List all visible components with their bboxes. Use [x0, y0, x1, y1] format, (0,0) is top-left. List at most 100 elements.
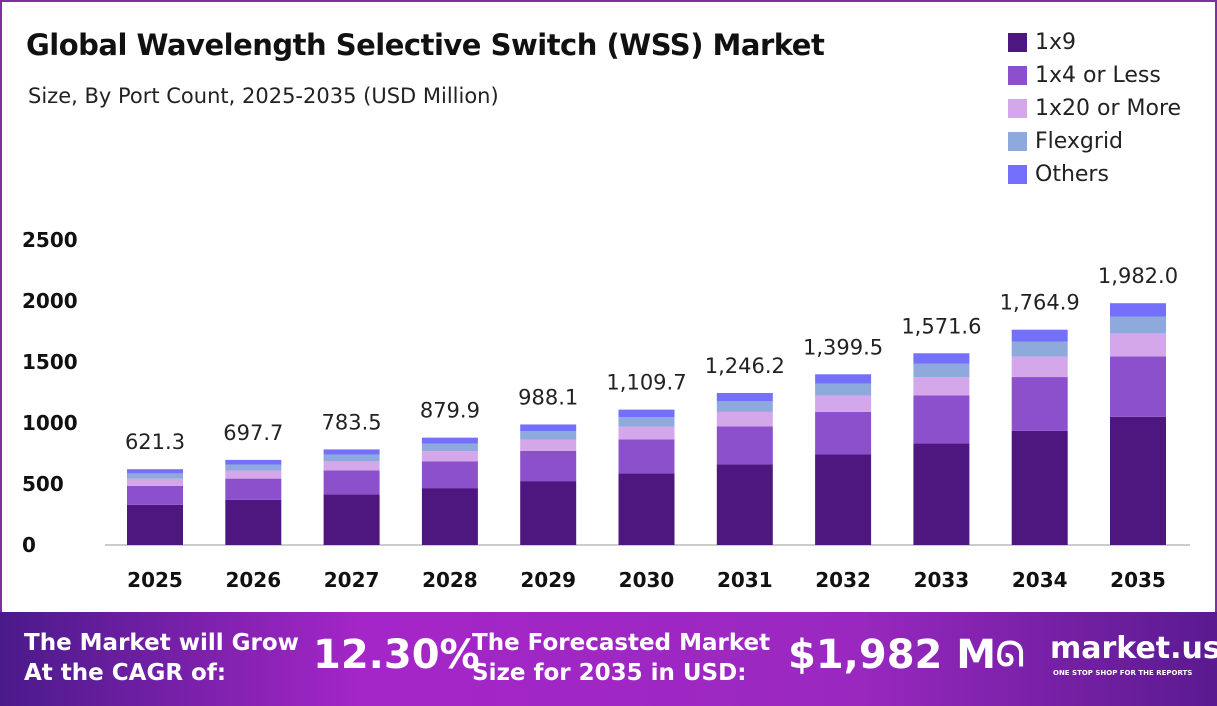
- legend-label: Others: [1035, 162, 1109, 187]
- legend-swatch: [1008, 66, 1027, 85]
- bar-segment: [815, 383, 872, 396]
- chart-subtitle: Size, By Port Count, 2025-2035 (USD Mill…: [28, 84, 499, 108]
- bar-segment: [815, 454, 872, 545]
- bar-segment: [716, 392, 773, 402]
- total-label: 879.9: [420, 399, 480, 423]
- bar-segment: [913, 353, 970, 364]
- bar-segment: [520, 424, 577, 432]
- brand-tagline: ONE STOP SHOP FOR THE REPORTS: [1053, 669, 1193, 677]
- bar-segment: [815, 374, 872, 384]
- y-tick-label: 0: [22, 533, 36, 557]
- bar-segment: [323, 449, 380, 455]
- bar-segment: [520, 450, 577, 482]
- total-label: 1,764.9: [1000, 291, 1080, 315]
- bar-segment: [127, 473, 183, 479]
- bar-segment: [225, 478, 282, 500]
- total-label: 1,571.6: [901, 314, 981, 338]
- chart-card: Global Wavelength Selective Switch (WSS)…: [0, 0, 1217, 612]
- legend-swatch: [1008, 99, 1027, 118]
- bar-segment: [716, 411, 773, 427]
- bar-segment: [1011, 341, 1068, 357]
- bar-segment: [225, 499, 282, 545]
- legend-label: 1x20 or More: [1035, 96, 1182, 121]
- bar-segment: [618, 417, 675, 427]
- bar-segment: [1011, 329, 1068, 342]
- forecast-label: The Forecasted Market Size for 2035 in US…: [472, 630, 771, 686]
- bar-segment: [618, 439, 675, 474]
- legend: 1x9 1x4 or Less 1x20 or More Flexgrid Others: [1008, 26, 1181, 191]
- x-tick-label: 2031: [717, 568, 773, 592]
- bar-segment: [1110, 416, 1166, 545]
- cagr-label: The Market will Grow At the CAGR of:: [24, 630, 299, 686]
- summary-banner: The Market will Grow At the CAGR of: 12.3…: [0, 612, 1217, 706]
- total-label: 697.7: [223, 421, 283, 445]
- legend-item: 1x20 or More: [1008, 92, 1181, 125]
- bar-segment: [520, 439, 577, 451]
- x-tick-label: 2035: [1110, 568, 1166, 592]
- bar-segment: [1110, 316, 1166, 334]
- legend-swatch: [1008, 33, 1027, 52]
- forecast-value: $1,982 M: [788, 632, 997, 678]
- y-tick-label: 2500: [22, 228, 78, 252]
- bar-segment: [815, 411, 872, 455]
- bar-segment: [127, 469, 183, 474]
- legend-swatch: [1008, 132, 1027, 151]
- legend-item: 1x9: [1008, 26, 1181, 59]
- bar-segment: [913, 363, 970, 378]
- bar-segment: [323, 470, 380, 495]
- legend-item: Others: [1008, 158, 1181, 191]
- legend-label: 1x4 or Less: [1035, 63, 1161, 88]
- total-label: 1,399.5: [803, 335, 883, 359]
- bar-segment: [1011, 430, 1068, 545]
- x-tick-label: 2033: [914, 568, 970, 592]
- brand-logo-icon: ᘏ: [996, 635, 1025, 675]
- bar-segment: [323, 461, 380, 471]
- bar-segment: [716, 426, 773, 465]
- x-tick-label: 2028: [422, 568, 478, 592]
- bar-segment: [127, 478, 183, 486]
- bar-segment: [913, 377, 970, 396]
- bar-segment: [421, 451, 478, 462]
- legend-swatch: [1008, 165, 1027, 184]
- x-tick-label: 2029: [520, 568, 576, 592]
- bar-segment: [520, 431, 577, 440]
- total-label: 1,982.0: [1098, 264, 1178, 288]
- bar-chart: 0 500 1000 1500 2000 2500 621.3 2025 697.7 2026 78…: [22, 228, 1190, 592]
- bar-segment: [323, 454, 380, 462]
- bar-segment: [913, 443, 970, 545]
- total-label: 783.5: [322, 410, 382, 434]
- y-tick-label: 1000: [22, 411, 78, 435]
- bar-segment: [421, 443, 478, 452]
- bar-segment: [520, 481, 577, 545]
- x-tick-label: 2030: [619, 568, 675, 592]
- legend-label: 1x9: [1035, 30, 1077, 55]
- bar-segment: [323, 494, 380, 545]
- bar-segment: [225, 470, 282, 479]
- brand-name: market.us: [1050, 631, 1217, 666]
- total-label: 621.3: [125, 430, 185, 454]
- y-tick-label: 1500: [22, 350, 78, 374]
- legend-item: Flexgrid: [1008, 125, 1181, 158]
- bar-segment: [1011, 377, 1068, 431]
- bar-segment: [913, 395, 970, 444]
- bar-segment: [716, 401, 773, 412]
- bar-segment: [225, 459, 282, 465]
- y-tick-label: 500: [22, 472, 64, 496]
- bar-segment: [618, 426, 675, 440]
- bar-segment: [127, 504, 183, 545]
- legend-item: 1x4 or Less: [1008, 59, 1181, 92]
- bar-segment: [225, 464, 282, 471]
- bar-segment: [716, 464, 773, 545]
- total-label: 1,109.7: [606, 371, 686, 395]
- bar-segment: [127, 485, 183, 505]
- x-tick-label: 2032: [815, 568, 871, 592]
- bar-segment: [1110, 356, 1166, 417]
- bar-segment: [1110, 333, 1166, 357]
- bar-segment: [421, 488, 478, 545]
- bar-segment: [1110, 303, 1166, 317]
- bar-segment: [618, 473, 675, 545]
- x-tick-label: 2025: [127, 568, 183, 592]
- total-label: 988.1: [518, 385, 578, 409]
- chart-title: Global Wavelength Selective Switch (WSS)…: [26, 28, 825, 62]
- bar-segment: [421, 461, 478, 489]
